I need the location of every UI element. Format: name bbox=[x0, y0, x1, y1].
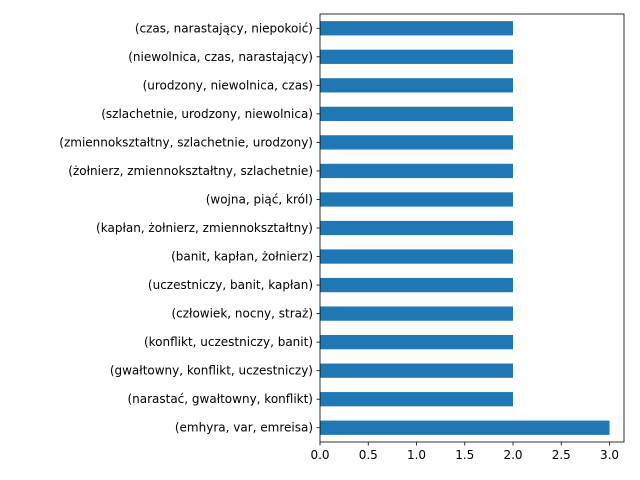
y-tick-label: (emhyra, var, emreisa) bbox=[175, 421, 313, 435]
bar bbox=[320, 192, 514, 207]
y-tick-label: (urodzony, niewolnica, czas) bbox=[143, 78, 313, 92]
bar bbox=[320, 78, 514, 93]
y-tick-label: (zmiennokształtny, szlachetnie, urodzony… bbox=[59, 135, 313, 149]
bar bbox=[320, 335, 514, 350]
bar bbox=[320, 249, 514, 264]
bar bbox=[320, 163, 514, 179]
x-tick-label: 1.0 bbox=[407, 448, 426, 462]
y-axis-ticks: (emhyra, var, emreisa) (narastać, gwałtow… bbox=[59, 21, 320, 435]
bar bbox=[320, 306, 514, 321]
y-tick-label: (niewolnica, czas, narastający) bbox=[128, 50, 313, 64]
y-tick-label: (żołnierz, zmiennokształtny, szlachetnie… bbox=[68, 164, 313, 178]
bar bbox=[320, 392, 514, 407]
y-tick-label: (kapłan, żołnierz, zmiennokształtny) bbox=[96, 221, 313, 235]
bar bbox=[320, 135, 514, 150]
bar bbox=[320, 220, 514, 236]
bar bbox=[320, 420, 610, 435]
y-tick-label: (wojna, piąć, król) bbox=[206, 192, 313, 206]
bars-group bbox=[320, 21, 610, 435]
axes-frame bbox=[319, 13, 625, 443]
x-tick-label: 2.5 bbox=[552, 448, 571, 462]
y-tick-label: (czas, narastający, niepokoić) bbox=[135, 21, 313, 35]
x-tick-label: 3.0 bbox=[600, 448, 619, 462]
y-tick-label: (człowiek, nocny, straż) bbox=[171, 307, 313, 321]
x-tick-label: 2.0 bbox=[503, 448, 522, 462]
bar bbox=[320, 21, 514, 36]
y-tick-label: (konflikt, uczestniczy, banit) bbox=[144, 335, 313, 349]
bar bbox=[320, 49, 514, 64]
x-tick-label: 1.5 bbox=[455, 448, 474, 462]
bar bbox=[320, 106, 514, 121]
x-tick-label: 0.0 bbox=[310, 448, 329, 462]
y-tick-label: (szlachetnie, urodzony, niewolnica) bbox=[101, 107, 313, 121]
x-axis-ticks: 0.0 0.5 1.0 1.5 2.0 2.5 3.0 bbox=[310, 442, 619, 462]
bar bbox=[320, 363, 514, 378]
y-tick-label: (banit, kapłan, żołnierz) bbox=[171, 250, 313, 264]
plot-frame bbox=[319, 13, 625, 443]
y-tick-label: (uczestniczy, banit, kapłan) bbox=[148, 278, 313, 292]
y-tick-label: (gwałtowny, konflikt, uczestniczy) bbox=[110, 364, 313, 378]
bar bbox=[320, 277, 514, 293]
x-tick-label: 0.5 bbox=[359, 448, 378, 462]
y-tick-label: (narastać, gwałtowny, konflikt) bbox=[127, 392, 313, 406]
